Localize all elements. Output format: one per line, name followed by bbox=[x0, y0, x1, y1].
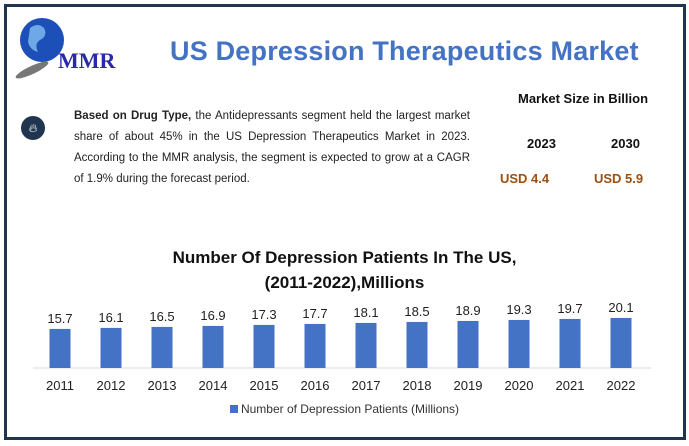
page-title: US Depression Therapeutics Market bbox=[170, 36, 639, 66]
mmr-logo: MMR bbox=[15, 18, 117, 79]
bar-2016 bbox=[304, 323, 326, 368]
x-tick-2017: 2017 bbox=[352, 378, 381, 393]
data-label-2017: 18.1 bbox=[353, 305, 378, 320]
summary-lead: Based on Drug Type, bbox=[74, 110, 192, 122]
market-size-title: Market Size in Billion bbox=[518, 91, 649, 106]
bar-2012 bbox=[100, 327, 122, 368]
bar-2013 bbox=[151, 326, 173, 368]
data-label-2021: 19.7 bbox=[557, 301, 582, 316]
x-tick-2021: 2021 bbox=[556, 378, 585, 393]
year-2030: 2030 bbox=[611, 136, 640, 151]
value-2023: USD 4.4 bbox=[500, 171, 550, 186]
chart-title-line-1: Number Of Depression Patients In The US, bbox=[172, 248, 517, 267]
bar-2021 bbox=[559, 318, 581, 368]
flame-icon: 🔥︎ bbox=[21, 116, 45, 140]
x-tick-2022: 2022 bbox=[607, 378, 636, 393]
x-tick-2018: 2018 bbox=[403, 378, 432, 393]
x-tick-2015: 2015 bbox=[250, 378, 279, 393]
data-label-2015: 17.3 bbox=[251, 307, 276, 322]
summary-text: Based on Drug Type, the Antidepressants … bbox=[74, 106, 470, 190]
data-label-2016: 17.7 bbox=[302, 306, 327, 321]
chart-legend: Number of Depression Patients (Millions) bbox=[0, 402, 689, 416]
bar-2011 bbox=[49, 328, 71, 368]
legend-label: Number of Depression Patients (Millions) bbox=[240, 402, 460, 416]
bar-2020 bbox=[508, 319, 530, 368]
data-label-2022: 20.1 bbox=[608, 300, 633, 315]
data-label-2013: 16.5 bbox=[149, 309, 174, 324]
x-tick-2014: 2014 bbox=[199, 378, 228, 393]
chart-title: Number Of Depression Patients In The US,… bbox=[0, 245, 689, 295]
summary-body: the Antidepressants segment held the lar… bbox=[74, 110, 470, 185]
data-label-2019: 18.9 bbox=[455, 303, 480, 318]
bar-2014 bbox=[202, 325, 224, 368]
year-2023: 2023 bbox=[527, 136, 556, 151]
data-label-2011: 15.7 bbox=[47, 311, 72, 326]
bar-2022 bbox=[610, 317, 632, 368]
data-label-2014: 16.9 bbox=[200, 308, 225, 323]
data-label-2012: 16.1 bbox=[98, 310, 123, 325]
legend-swatch bbox=[229, 405, 238, 413]
x-tick-2019: 2019 bbox=[454, 378, 483, 393]
bar-2019 bbox=[457, 320, 479, 368]
logo-text: MMR bbox=[58, 48, 117, 73]
bar-2015 bbox=[253, 324, 275, 368]
data-label-2020: 19.3 bbox=[506, 302, 531, 317]
x-tick-2012: 2012 bbox=[97, 378, 126, 393]
x-tick-2020: 2020 bbox=[505, 378, 534, 393]
data-label-2018: 18.5 bbox=[404, 304, 429, 319]
x-tick-2016: 2016 bbox=[301, 378, 330, 393]
value-2030: USD 5.9 bbox=[594, 171, 644, 186]
chart-title-line-2: (2011-2022),Millions bbox=[264, 273, 425, 292]
x-tick-2013: 2013 bbox=[148, 378, 177, 393]
bar-2018 bbox=[406, 321, 428, 368]
bar-2017 bbox=[355, 322, 377, 368]
x-tick-2011: 2011 bbox=[46, 378, 74, 393]
